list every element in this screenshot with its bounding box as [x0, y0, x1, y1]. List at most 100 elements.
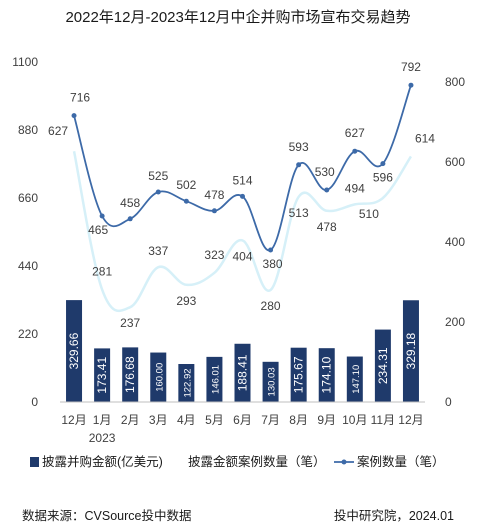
bar-12 [402, 300, 419, 402]
disclosed-cases-label-4: 293 [176, 294, 196, 308]
data-labels: 329.66 173.41 176.68 160.00 122.92 146.01 188.… [48, 60, 435, 397]
bar-6 [234, 343, 251, 402]
bar-3 [150, 352, 167, 402]
disclosed-cases-label-2: 237 [120, 316, 140, 330]
bar-7 [262, 361, 279, 402]
disclosed-cases-label-0: 627 [48, 124, 68, 138]
total-cases-label-2: 458 [120, 196, 140, 210]
disclosed-cases-label-12: 614 [415, 131, 435, 145]
bar-8 [290, 347, 307, 402]
legend-bar-label: 披露并购金额(亿美元) [42, 454, 163, 469]
disclosed-cases-label-11: 510 [359, 207, 379, 221]
total-cases-label-0: 716 [70, 91, 90, 105]
disclosed-cases-label-10: 494 [345, 181, 365, 195]
axes: 0 220 440 660 880 1100 0 200 400 600 800 12月 1月 2月 3月 4… [12, 55, 465, 445]
total-cases-point-6 [240, 193, 245, 199]
bar-10 [346, 356, 363, 402]
disclosed-cases-label-1: 281 [92, 265, 112, 279]
bar-label-0: 329.66 [67, 332, 81, 369]
bars [66, 300, 419, 402]
total-cases-label-5: 478 [204, 188, 224, 202]
x-tick-8: 8月 [289, 413, 308, 427]
bar-label-11: 234.31 [376, 347, 390, 384]
bar-11 [374, 329, 391, 402]
chart-title: 2022年12月-2023年12月中企并购市场宣布交易趋势 [65, 8, 410, 26]
legend-total-cases-label: 案例数量（笔） [357, 454, 445, 469]
line-disclosed-cases [72, 150, 413, 313]
total-cases-point-1 [99, 213, 105, 219]
bar-4 [178, 364, 195, 402]
x-tick-6: 6月 [233, 413, 252, 427]
disclosed-cases-label-5: 323 [204, 248, 224, 262]
bar-label-6: 188.41 [236, 354, 250, 391]
bar-label-10: 147.10 [351, 365, 362, 394]
total-cases-label-8: 593 [289, 140, 309, 154]
total-cases-label-11: 596 [373, 171, 393, 185]
bar-0 [66, 300, 83, 402]
y-right-tick-1: 200 [445, 315, 465, 329]
bar-label-7: 130.03 [267, 367, 278, 396]
total-cases-label-6: 514 [232, 173, 252, 187]
x-tick-12: 12月 [398, 413, 423, 427]
total-cases-label-4: 502 [176, 178, 196, 192]
x-tick-11: 11月 [371, 413, 395, 427]
bar-label-2: 176.68 [123, 356, 137, 393]
bar-5 [206, 356, 223, 402]
total-cases-label-3: 525 [148, 169, 168, 183]
lines [71, 82, 414, 313]
x-tick-7: 7月 [261, 413, 280, 427]
legend: 披露并购金额(亿美元) 披露金额案例数量（笔） 案例数量（笔） [30, 454, 445, 469]
legend-total-cases-marker [341, 459, 347, 465]
y-left-tick-1: 220 [18, 327, 38, 341]
x-year-label: 2023 [89, 431, 116, 445]
x-tick-4: 4月 [177, 413, 196, 427]
total-cases-label-7: 380 [263, 257, 283, 271]
disclosed-cases-label-6: 404 [232, 249, 252, 263]
total-cases-point-4 [183, 198, 189, 204]
bar-label-3: 160.00 [154, 363, 165, 392]
y-right-tick-4: 800 [445, 75, 465, 89]
total-cases-point-9 [324, 187, 330, 193]
total-cases-point-12 [408, 82, 414, 88]
y-left-tick-4: 880 [18, 123, 38, 137]
x-tick-10: 10月 [342, 413, 367, 427]
x-tick-0: 12月 [61, 413, 86, 427]
total-cases-label-9: 530 [315, 165, 335, 179]
footer-source: 数据来源：CVSource投中数据 [22, 508, 191, 523]
x-tick-1: 1月 [93, 413, 112, 427]
bar-label-9: 174.10 [320, 356, 334, 393]
y-right-tick-0: 0 [445, 395, 452, 409]
total-cases-point-7 [268, 247, 274, 253]
legend-disclosed-cases-label: 披露金额案例数量（笔） [188, 454, 326, 469]
bar-label-4: 122.92 [182, 368, 193, 397]
x-tick-9: 9月 [317, 413, 336, 427]
bar-label-1: 173.41 [95, 357, 109, 394]
bar-2 [122, 347, 139, 402]
y-left-tick-0: 0 [31, 395, 38, 409]
total-cases-point-10 [352, 148, 358, 154]
y-left-tick-3: 660 [18, 191, 38, 205]
disclosed-cases-label-3: 337 [148, 244, 168, 258]
y-right-tick-3: 600 [445, 155, 465, 169]
total-cases-label-12: 792 [401, 60, 421, 74]
x-tick-3: 3月 [149, 413, 168, 427]
y-left-tick-2: 440 [18, 259, 38, 273]
bar-1 [94, 348, 111, 402]
total-cases-point-3 [155, 189, 161, 195]
bar-label-12: 329.18 [404, 332, 418, 369]
total-cases-point-8 [296, 162, 302, 168]
disclosed-cases-label-8: 513 [289, 206, 309, 220]
bar-label-8: 175.67 [292, 356, 306, 393]
x-tick-5: 5月 [205, 413, 224, 427]
bar-label-5: 146.01 [210, 365, 221, 394]
total-cases-label-1: 465 [88, 223, 108, 237]
total-cases-point-11 [380, 161, 386, 167]
total-cases-point-2 [127, 216, 133, 222]
line-total-cases [73, 84, 412, 251]
total-cases-point-0 [71, 113, 77, 119]
y-left-tick-5: 1100 [12, 55, 38, 69]
total-cases-point-5 [211, 208, 217, 214]
x-tick-2: 2月 [121, 413, 140, 427]
y-right-tick-2: 400 [445, 235, 465, 249]
